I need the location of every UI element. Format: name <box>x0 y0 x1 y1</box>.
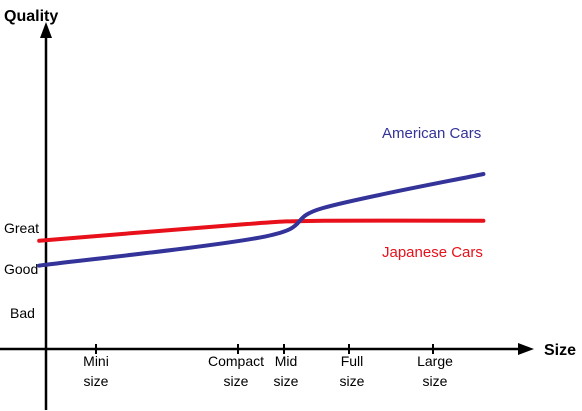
y-axis-title: Quality <box>4 8 58 25</box>
x-tick-label-mid-line1: Mid <box>275 353 298 369</box>
x-tick-label-large-line2: size <box>423 373 448 389</box>
y-tick-label-bad: Bad <box>10 305 35 321</box>
series-label-american-cars: American Cars <box>382 125 481 142</box>
series-label-japanese-cars: Japanese Cars <box>382 244 483 261</box>
x-tick-label-full-line2: size <box>340 373 365 389</box>
x-tick-label-full-line1: Full <box>341 353 364 369</box>
x-axis-title: Size <box>544 342 576 359</box>
y-tick-label-great: Great <box>4 220 39 236</box>
y-tick-label-good: Good <box>4 261 38 277</box>
x-tick-label-mini-line2: size <box>84 373 109 389</box>
x-tick-label-compact-line2: size <box>224 373 249 389</box>
x-tick-label-mid-line2: size <box>274 373 299 389</box>
series-line-japanese-cars <box>37 218 486 243</box>
series-line-american-cars <box>37 172 486 268</box>
x-axis-arrowhead <box>518 343 534 355</box>
x-tick-label-mini-line1: Mini <box>83 353 109 369</box>
x-tick-label-large-line1: Large <box>417 353 453 369</box>
x-tick-label-compact-line1: Compact <box>208 353 264 369</box>
y-axis-arrowhead <box>40 22 52 38</box>
